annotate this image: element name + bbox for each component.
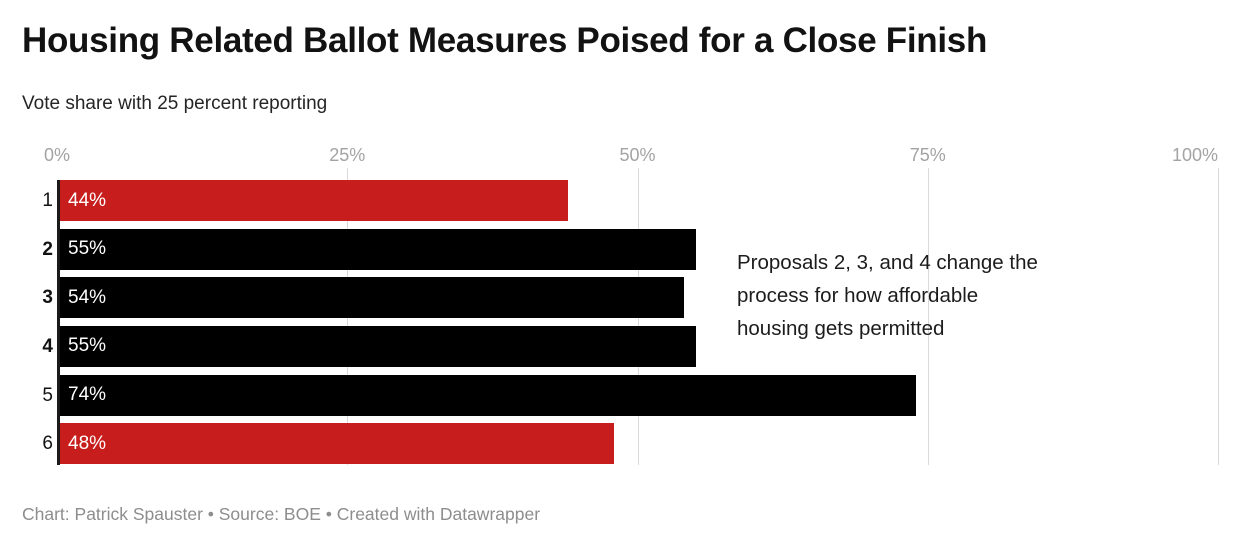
chart-subtitle: Vote share with 25 percent reporting: [22, 93, 328, 114]
annotation-line: housing gets permitted: [737, 317, 945, 340]
bar-value-label: 54%: [68, 286, 107, 308]
annotation-line: Proposals 2, 3, and 4 change the: [737, 251, 1038, 274]
annotation-line: process for how affordable: [737, 284, 979, 307]
bar-row: 3 54%: [22, 277, 1218, 326]
gridline: [1218, 168, 1219, 465]
bar-rows: 1 44% 2 55% 3 54% 4 55% 5 74% 6 48%: [22, 180, 1218, 472]
bar-track: 44%: [57, 180, 1218, 221]
bar-row: 2 55%: [22, 228, 1218, 278]
axis-tick-label: 50%: [619, 145, 656, 165]
bar: 55%: [57, 325, 696, 367]
bar-track: 48%: [57, 423, 1218, 465]
bar: 44%: [57, 180, 568, 221]
category-label: 4: [42, 335, 53, 357]
chart-title: Housing Related Ballot Measures Poised f…: [22, 21, 988, 60]
x-axis: 0% 25% 50% 75% 100%: [44, 138, 1218, 180]
annotation-text: Proposals 2, 3, and 4 change the process …: [737, 246, 1167, 345]
footer-credits: Chart: Patrick Spauster • Source: BOE • …: [22, 504, 541, 524]
category-label: 3: [42, 287, 53, 309]
bar-row: 5 74%: [22, 374, 1218, 424]
plot-area: 0% 25% 50% 75% 100% 1 44% 2 55% 3 54% 4 55% 5 74% 6 48%…: [22, 138, 1219, 472]
category-label: 5: [42, 384, 53, 406]
bar-value-label: 44%: [68, 189, 107, 211]
gridline: [927, 168, 929, 465]
axis-tick-label: 0%: [43, 145, 71, 165]
axis-tick-label: 25%: [329, 145, 366, 165]
bar-track: 55%: [57, 228, 1218, 270]
bar-value-label: 48%: [68, 432, 107, 454]
bar-row: 4 55%: [22, 325, 1218, 375]
bar: 55%: [57, 228, 696, 270]
bar-value-label: 74%: [68, 384, 107, 406]
bar-row: 6 48%: [22, 423, 1218, 472]
bar-track: 74%: [57, 374, 1218, 416]
axis-tick-label: 75%: [909, 145, 946, 165]
bar: 48%: [57, 423, 615, 465]
bar-value-label: 55%: [68, 335, 107, 357]
bar: 74%: [57, 374, 917, 416]
bar: 54%: [57, 277, 684, 319]
category-label: 2: [42, 238, 53, 260]
bar-row: 1 44%: [22, 180, 1218, 229]
bar-track: 54%: [57, 277, 1218, 319]
axis-zero-line: [57, 180, 60, 465]
bars-region: 1 44% 2 55% 3 54% 4 55% 5 74% 6 48%: [42, 168, 1219, 472]
category-label: 1: [42, 190, 53, 211]
category-label: 6: [42, 433, 53, 455]
axis-tick-label: 100%: [1171, 145, 1218, 165]
bar-track: 55%: [57, 325, 1218, 367]
bar-value-label: 55%: [68, 238, 107, 260]
